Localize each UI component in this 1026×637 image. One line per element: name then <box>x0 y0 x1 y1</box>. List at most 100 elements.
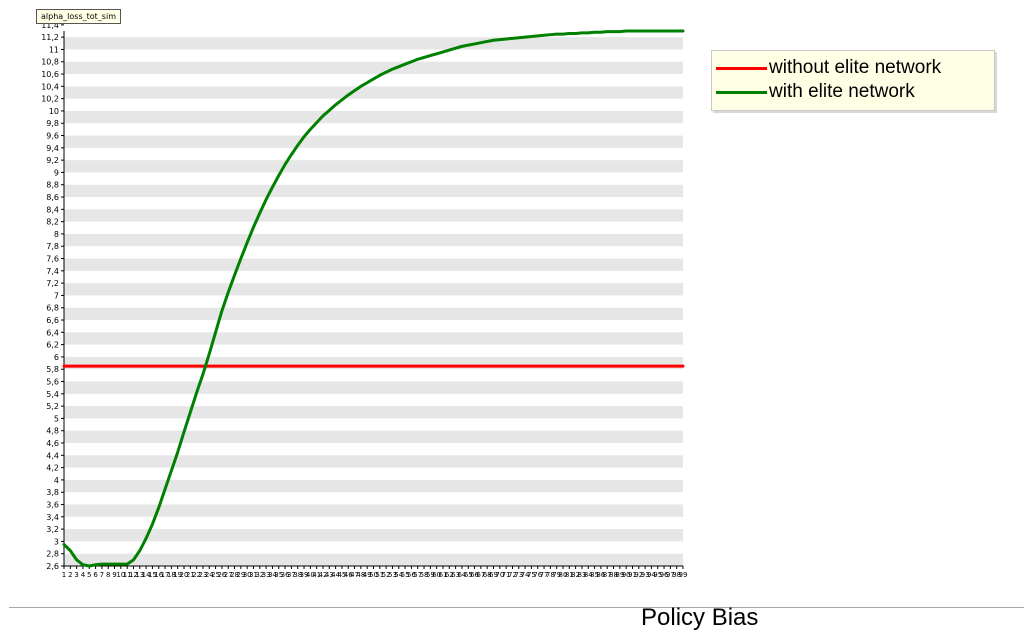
x-tick-label: 87 <box>603 571 612 579</box>
y-tick-label: 8 <box>54 230 59 239</box>
x-tick-label: 6 <box>93 571 98 579</box>
x-tick-label: 50 <box>369 571 378 579</box>
y-tick-label: 4,4 <box>46 451 59 460</box>
x-tick-label: 18 <box>167 571 176 579</box>
x-tick-label: 60 <box>432 571 441 579</box>
x-tick-label: 63 <box>451 571 460 579</box>
x-tick-label: 22 <box>192 571 201 579</box>
x-tick-label: 84 <box>584 571 593 579</box>
x-tick-label: 24 <box>205 571 214 579</box>
x-tick-label: 71 <box>502 571 511 579</box>
x-tick-label: 19 <box>173 571 182 579</box>
x-tick-label: 5 <box>87 571 91 579</box>
x-tick-label: 51 <box>375 571 384 579</box>
x-tick-label: 82 <box>571 571 580 579</box>
y-tick-label: 11 <box>49 45 59 54</box>
x-tick-label: 21 <box>186 571 195 579</box>
x-tick-label: 32 <box>255 571 264 579</box>
x-tick-label: 1 <box>62 571 66 579</box>
y-tick-label: 10,2 <box>41 95 59 104</box>
x-tick-label: 28 <box>230 571 239 579</box>
y-tick-label: 7,2 <box>46 279 59 288</box>
y-tick-label: 5,2 <box>46 402 59 411</box>
y-tick-label: 6,4 <box>46 328 59 337</box>
x-axis: 1 2 3 4 5 6 7 8 9 1011121314151617181920212223242… <box>62 565 687 579</box>
y-tick-label: 9,6 <box>46 132 59 141</box>
x-tick-label: 65 <box>464 571 473 579</box>
x-tick-label: 7 <box>100 571 104 579</box>
separator-line <box>9 607 1024 608</box>
x-tick-label: 61 <box>439 571 448 579</box>
x-tick-label: 45 <box>337 571 346 579</box>
y-tick-label: 6,8 <box>46 304 59 313</box>
x-tick-label: 94 <box>647 571 656 579</box>
x-tick-label: 67 <box>476 571 485 579</box>
x-tick-label: 17 <box>161 571 170 579</box>
legend-label-without: without elite network <box>769 57 942 78</box>
grid-band <box>64 479 683 493</box>
grid-band <box>64 553 683 566</box>
y-tick-label: 8,2 <box>46 218 59 227</box>
x-tick-label: 86 <box>596 571 605 579</box>
legend-swatch-with <box>716 90 767 94</box>
x-tick-label: 15 <box>148 571 157 579</box>
x-tick-label: 35 <box>274 571 283 579</box>
grid-band <box>64 406 683 419</box>
grid-band <box>64 455 683 468</box>
x-tick-label: 3 <box>74 571 78 579</box>
x-tick-label: 16 <box>154 571 163 579</box>
legend-swatch-without <box>716 66 767 70</box>
x-tick-label: 79 <box>552 571 561 579</box>
legend: without elite network with elite network <box>711 50 995 111</box>
x-tick-label: 90 <box>622 571 631 579</box>
x-tick-label: 55 <box>401 571 410 579</box>
y-tick-label: 4,8 <box>46 427 59 436</box>
y-tick-label: 9,8 <box>46 119 59 128</box>
legend-item-without: without elite network <box>716 57 941 79</box>
y-tick-label: 11,2 <box>41 33 59 42</box>
x-tick-label: 40 <box>306 571 315 579</box>
y-tick-label: 9,2 <box>46 156 59 165</box>
y-tick-label: 3,2 <box>46 525 59 534</box>
x-tick-label: 74 <box>521 571 530 579</box>
x-tick-label: 25 <box>211 571 220 579</box>
x-tick-label: 20 <box>180 571 189 579</box>
y-tick-label: 5,6 <box>46 378 59 387</box>
x-tick-label: 43 <box>325 571 334 579</box>
x-tick-label: 26 <box>217 571 226 579</box>
x-tick-label: 91 <box>628 571 637 579</box>
y-tick-label: 7 <box>54 291 59 300</box>
y-tick-label: 3,8 <box>46 488 59 497</box>
y-tick-label: 10,4 <box>41 82 59 91</box>
x-tick-label: 38 <box>293 571 302 579</box>
x-tick-label: 44 <box>331 571 340 579</box>
grid-band <box>64 209 683 222</box>
y-tick-label: 7,6 <box>46 255 59 264</box>
legend-item-with: with elite network <box>716 81 915 103</box>
y-tick-label: 9,4 <box>46 144 59 153</box>
legend-label-with: with elite network <box>769 81 915 102</box>
grid-band <box>64 504 683 517</box>
x-tick-label: 23 <box>198 571 207 579</box>
x-tick-label: 76 <box>533 571 542 579</box>
x-tick-label: 52 <box>382 571 391 579</box>
x-tick-label: 54 <box>394 571 403 579</box>
x-tick-label: 46 <box>344 571 353 579</box>
grid-band <box>64 184 683 198</box>
y-tick-label: 2,6 <box>46 562 59 571</box>
x-tick-label: 62 <box>445 571 454 579</box>
y-tick-label: 6 <box>54 353 59 362</box>
x-tick-label: 4 <box>81 571 86 579</box>
x-tick-label: 88 <box>609 571 618 579</box>
y-tick-label: 5,4 <box>46 390 59 399</box>
x-tick-label: 72 <box>508 571 517 579</box>
x-tick-label: 97 <box>666 571 675 579</box>
x-tick-label: 12 <box>129 571 138 579</box>
x-tick-label: 81 <box>565 571 574 579</box>
x-tick-label: 30 <box>243 571 252 579</box>
x-tick-label: 8 <box>106 571 110 579</box>
y-tick-label: 5,8 <box>46 365 59 374</box>
grid-band <box>64 307 683 321</box>
y-tick-label: 9 <box>54 168 59 177</box>
x-tick-label: 92 <box>634 571 643 579</box>
